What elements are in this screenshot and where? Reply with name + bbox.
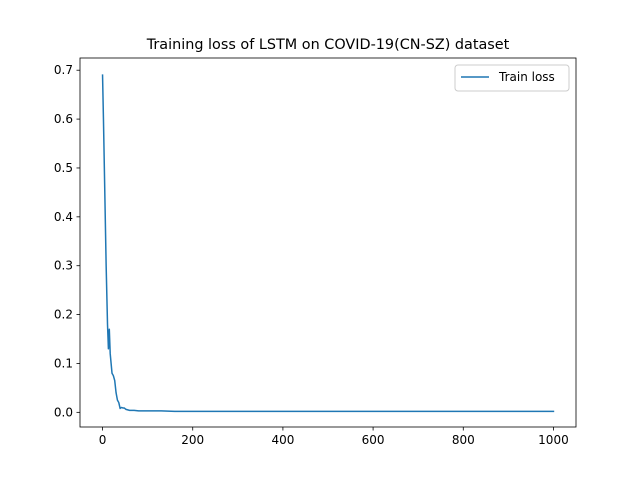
y-tick-label: 0.2 [54, 308, 73, 322]
x-tick-label: 600 [362, 433, 385, 447]
x-tick-label: 1000 [538, 433, 569, 447]
y-tick-label: 0.4 [54, 210, 73, 224]
y-tick-label: 0.3 [54, 259, 73, 273]
chart-title: Training loss of LSTM on COVID-19(CN-SZ)… [146, 37, 510, 53]
legend: Train loss [454, 64, 570, 92]
x-tick-label: 200 [181, 433, 204, 447]
y-tick-label: 0.5 [54, 161, 73, 175]
x-tick-label: 800 [452, 433, 475, 447]
legend-label-train-loss: Train loss [498, 70, 555, 84]
plot-frame [79, 57, 577, 428]
plot-area [80, 58, 576, 427]
legend-box [454, 64, 570, 92]
y-tick-label: 0.0 [54, 405, 73, 419]
y-axis: 0.0 0.1 0.2 0.3 0.4 0.5 0.6 0.7 [54, 63, 80, 419]
x-axis: 0 200 400 600 800 1000 [99, 427, 569, 447]
series-line-train-loss [101, 74, 555, 413]
x-tick-label: 400 [271, 433, 294, 447]
x-tick-label: 0 [99, 433, 107, 447]
y-tick-label: 0.7 [54, 63, 73, 77]
y-tick-label: 0.1 [54, 356, 73, 370]
y-tick-label: 0.6 [54, 112, 73, 126]
series-layer [101, 74, 555, 413]
